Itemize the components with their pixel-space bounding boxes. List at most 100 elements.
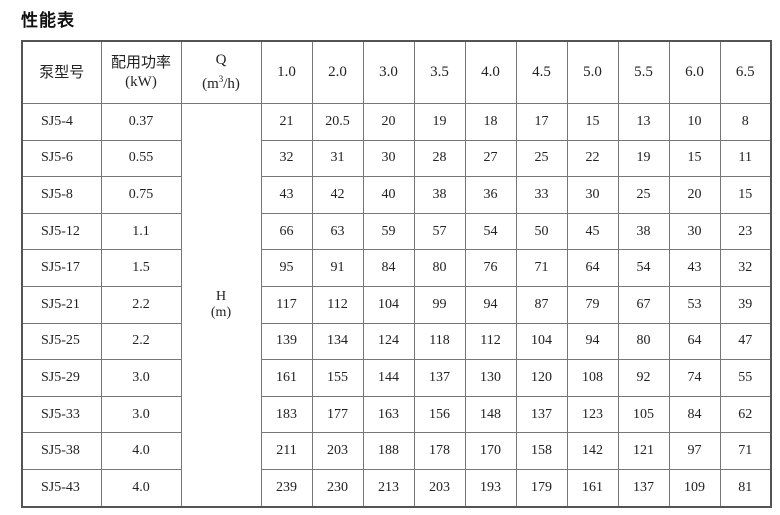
head-value-cell: 104 xyxy=(515,322,568,361)
table-row: SJ5-21 2.2 117 112 104 99 94 87 79 67 53 39 xyxy=(21,285,772,324)
head-value-cell: 80 xyxy=(617,322,670,361)
power-cell: 0.37 xyxy=(100,103,182,141)
header-power-unit: (kW) xyxy=(125,74,157,90)
power-cell: 3.0 xyxy=(100,359,182,397)
head-value-cell: 20 xyxy=(668,176,721,214)
model-cell: SJ5-4 xyxy=(21,103,102,141)
head-value-cell: 105 xyxy=(617,395,670,434)
head-value-cell: 43 xyxy=(668,249,721,287)
head-value-cell: 177 xyxy=(311,395,364,434)
head-value-cell: 53 xyxy=(668,285,721,324)
header-flow-value: 4.0 xyxy=(464,40,517,104)
head-value-cell: 66 xyxy=(260,212,313,251)
power-cell: 4.0 xyxy=(100,432,182,470)
head-value-cell: 123 xyxy=(566,395,619,434)
head-value-cell: 87 xyxy=(515,285,568,324)
head-value-cell: 148 xyxy=(464,395,517,434)
head-value-cell: 112 xyxy=(311,285,364,324)
head-value-cell: 22 xyxy=(566,139,619,178)
head-value-cell: 117 xyxy=(260,285,313,324)
model-cell: SJ5-43 xyxy=(21,468,102,508)
head-value-cell: 39 xyxy=(719,285,772,324)
head-value-cell: 64 xyxy=(566,249,619,287)
head-value-cell: 64 xyxy=(668,322,721,361)
head-value-cell: 63 xyxy=(311,212,364,251)
header-model: 泵型号 xyxy=(21,40,102,104)
head-value-cell: 15 xyxy=(566,103,619,141)
head-value-cell: 183 xyxy=(260,395,313,434)
head-value-cell: 30 xyxy=(362,139,415,178)
head-value-cell: 31 xyxy=(311,139,364,178)
model-cell: SJ5-12 xyxy=(21,212,102,251)
power-cell: 1.1 xyxy=(100,212,182,251)
head-value-cell: 20 xyxy=(362,103,415,141)
head-value-cell: 15 xyxy=(719,176,772,214)
page-title: 性能表 xyxy=(21,11,75,31)
head-value-cell: 155 xyxy=(311,359,364,397)
head-value-cell: 124 xyxy=(362,322,415,361)
table-row: SJ5-25 2.2 139 134 124 118 112 104 94 80 64 47 xyxy=(21,322,772,361)
header-flow: Q (m3/h) xyxy=(180,40,262,104)
table-row: SJ5-8 0.75 43 42 40 38 36 33 30 25 20 15 xyxy=(21,176,772,214)
head-value-cell: 112 xyxy=(464,322,517,361)
head-value-cell: 76 xyxy=(464,249,517,287)
head-value-cell: 161 xyxy=(260,359,313,397)
head-value-cell: 11 xyxy=(719,139,772,178)
head-value-cell: 130 xyxy=(464,359,517,397)
header-flow-value: 3.5 xyxy=(413,40,466,104)
head-value-cell: 156 xyxy=(413,395,466,434)
head-value-cell: 74 xyxy=(668,359,721,397)
power-cell: 3.0 xyxy=(100,395,182,434)
table-row: SJ5-29 3.0 161 155 144 137 130 120 108 92 74 55 xyxy=(21,359,772,397)
header-flow-value: 6.5 xyxy=(719,40,772,104)
head-value-cell: 158 xyxy=(515,432,568,470)
head-value-cell: 30 xyxy=(668,212,721,251)
table-row: SJ5-12 1.1 66 63 59 57 54 50 45 38 30 23 xyxy=(21,212,772,251)
head-value-cell: 178 xyxy=(413,432,466,470)
head-value-cell: 59 xyxy=(362,212,415,251)
head-value-cell: 80 xyxy=(413,249,466,287)
head-value-cell: 84 xyxy=(362,249,415,287)
table-row: SJ5-33 3.0 183 177 163 156 148 137 123 105 84 62 xyxy=(21,395,772,434)
head-value-cell: 67 xyxy=(617,285,670,324)
header-flow-unit-post: /h) xyxy=(223,76,240,92)
head-value-cell: 109 xyxy=(668,468,721,508)
table-row: SJ5-17 1.5 95 91 84 80 76 71 64 54 43 32 xyxy=(21,249,772,287)
head-value-cell: 8 xyxy=(719,103,772,141)
head-value-cell: 15 xyxy=(668,139,721,178)
head-value-cell: 38 xyxy=(617,212,670,251)
head-value-cell: 134 xyxy=(311,322,364,361)
head-value-cell: 33 xyxy=(515,176,568,214)
power-cell: 0.75 xyxy=(100,176,182,214)
head-value-cell: 62 xyxy=(719,395,772,434)
header-flow-value: 5.5 xyxy=(617,40,670,104)
head-value-cell: 45 xyxy=(566,212,619,251)
header-flow-value: 2.0 xyxy=(311,40,364,104)
header-flow-value: 3.0 xyxy=(362,40,415,104)
head-value-cell: 10 xyxy=(668,103,721,141)
header-flow-value: 4.5 xyxy=(515,40,568,104)
header-power: 配用功率 (kW) xyxy=(100,40,182,104)
model-cell: SJ5-25 xyxy=(21,322,102,361)
head-value-cell: 92 xyxy=(617,359,670,397)
head-value-cell: 20.5 xyxy=(311,103,364,141)
head-value-cell: 99 xyxy=(413,285,466,324)
head-value-cell: 211 xyxy=(260,432,313,470)
head-value-cell: 161 xyxy=(566,468,619,508)
head-value-cell: 137 xyxy=(515,395,568,434)
head-value-cell: 40 xyxy=(362,176,415,214)
head-value-cell: 36 xyxy=(464,176,517,214)
head-value-cell: 28 xyxy=(413,139,466,178)
head-value-cell: 55 xyxy=(719,359,772,397)
head-value-cell: 104 xyxy=(362,285,415,324)
header-flow-value: 5.0 xyxy=(566,40,619,104)
head-value-cell: 13 xyxy=(617,103,670,141)
head-value-cell: 91 xyxy=(311,249,364,287)
head-value-cell: 170 xyxy=(464,432,517,470)
head-value-cell: 203 xyxy=(413,468,466,508)
model-cell: SJ5-17 xyxy=(21,249,102,287)
table-row: SJ5-6 0.55 32 31 30 28 27 25 22 19 15 11 xyxy=(21,139,772,178)
head-value-cell: 32 xyxy=(719,249,772,287)
header-flow-unit-pre: (m xyxy=(202,76,219,92)
head-unit: (m) xyxy=(210,304,232,320)
